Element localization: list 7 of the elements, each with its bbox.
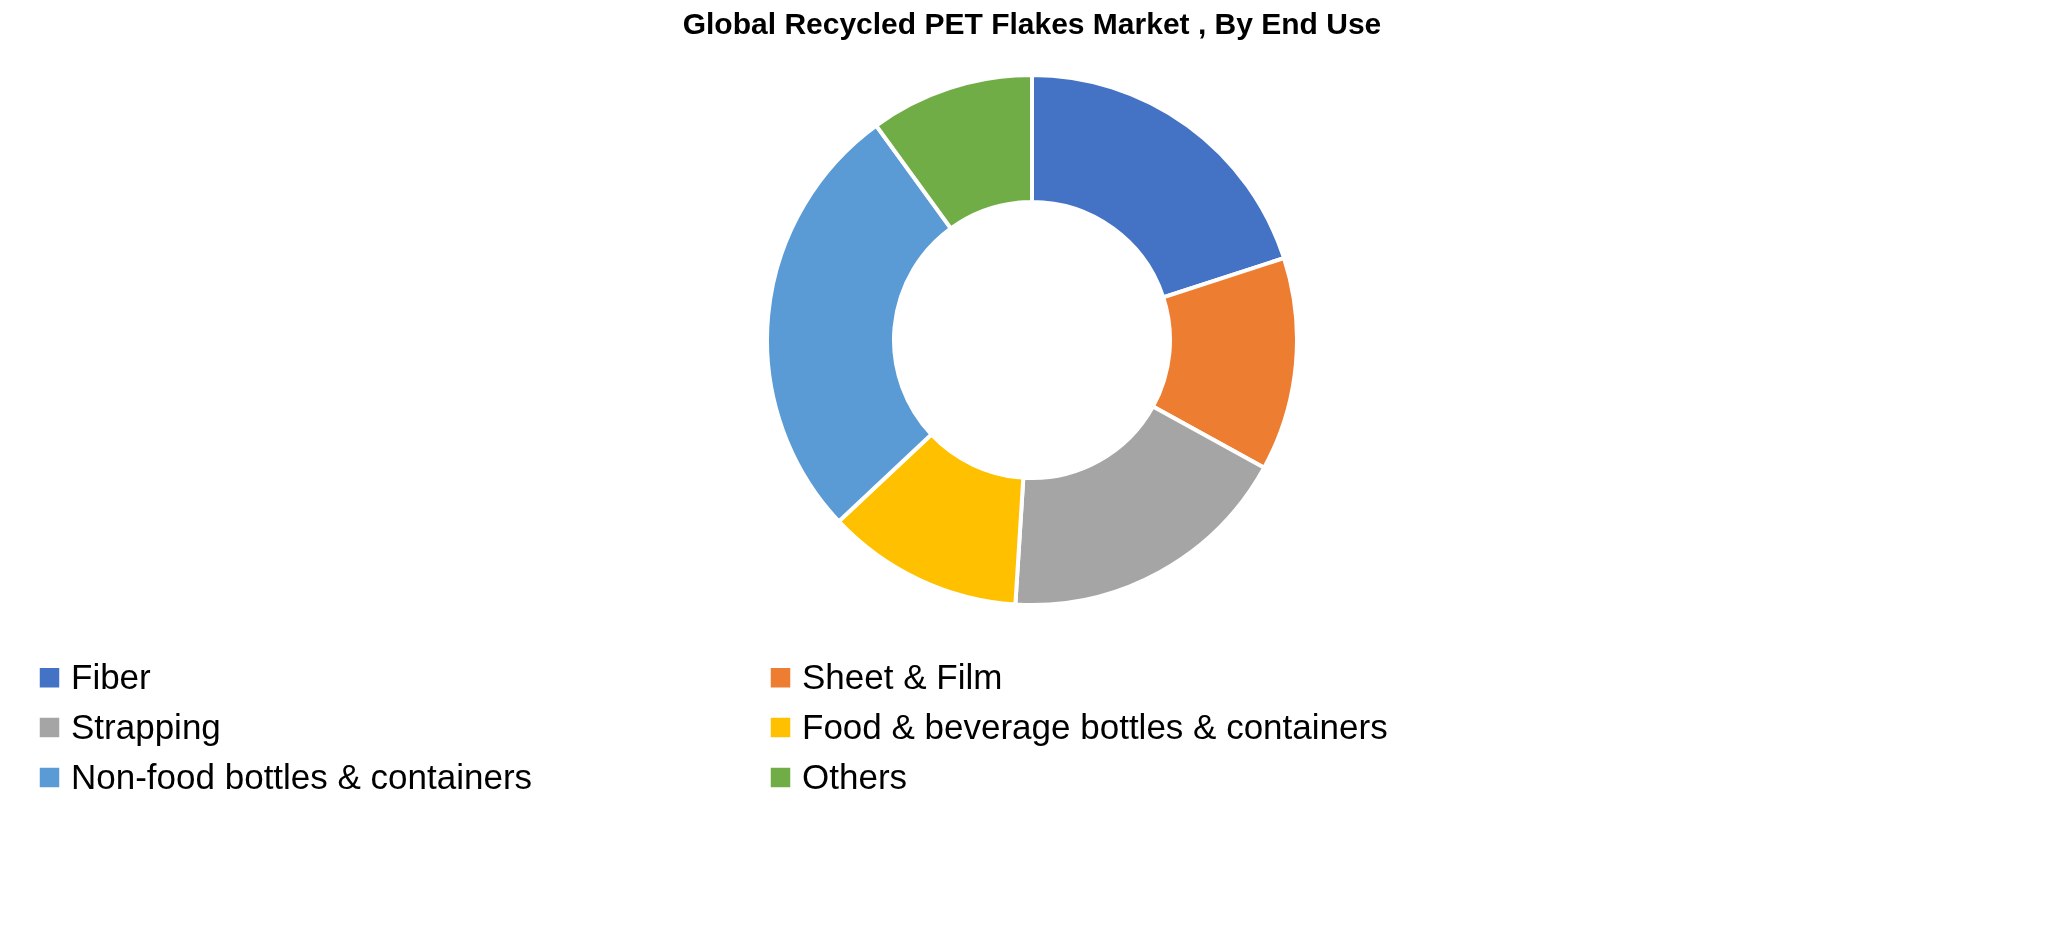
chart-title: Global Recycled PET Flakes Market , By End Use <box>682 7 1382 40</box>
legend-label: Non-food bottles & containers <box>71 756 533 796</box>
legend-label: Sheet & Film <box>802 656 1003 696</box>
legend-label: Others <box>802 756 908 796</box>
legend-label: Food & beverage bottles & containers <box>802 706 1388 746</box>
legend-label: Strapping <box>71 706 221 746</box>
legend-label: Fiber <box>71 656 152 696</box>
